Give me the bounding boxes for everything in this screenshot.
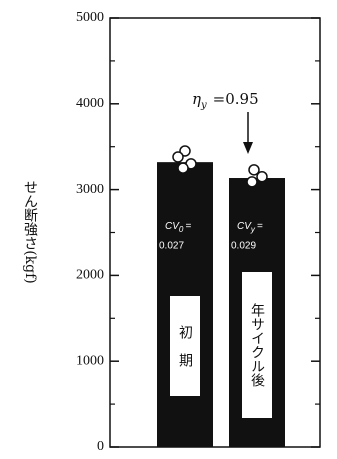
y-tick-label: 4000	[76, 96, 104, 111]
label-box	[170, 296, 200, 396]
data-point	[172, 151, 184, 163]
data-point	[248, 164, 260, 176]
cv-value: 0.029	[231, 241, 256, 252]
ratio-text: =0.95	[213, 90, 259, 108]
cv-label: CVy =	[237, 221, 263, 234]
y-tick-label: 3000	[76, 182, 104, 197]
plot-frame	[109, 17, 321, 448]
data-point	[246, 176, 258, 188]
label-box	[242, 272, 272, 418]
arrow-head	[243, 142, 253, 154]
y-tick-label: 0	[97, 439, 104, 454]
y-tick-label: 2000	[76, 268, 104, 283]
y-tick-label: 1000	[76, 353, 104, 368]
cv-equals: =	[185, 221, 191, 232]
cv-equals: =	[257, 221, 263, 232]
cv-symbol: CV	[237, 221, 252, 232]
ratio-symbol: η	[192, 90, 201, 108]
y-tick-label: 5000	[76, 10, 104, 25]
cv-subscript: 0	[179, 225, 184, 234]
cv-value: 0.027	[159, 241, 184, 252]
data-point	[177, 162, 189, 174]
y-axis-label: せん断強さ(kgf)	[22, 180, 38, 284]
cv-symbol: CV	[165, 221, 180, 232]
category-label: 年サイクル後	[249, 303, 265, 387]
ratio-note: ηy =0.95	[192, 90, 259, 111]
category-label: 初 期	[177, 324, 193, 368]
cv-subscript: y	[250, 225, 256, 234]
cv-label: CV0 =	[165, 221, 191, 234]
data-point	[256, 170, 268, 183]
ratio-subscript: y	[200, 100, 207, 111]
